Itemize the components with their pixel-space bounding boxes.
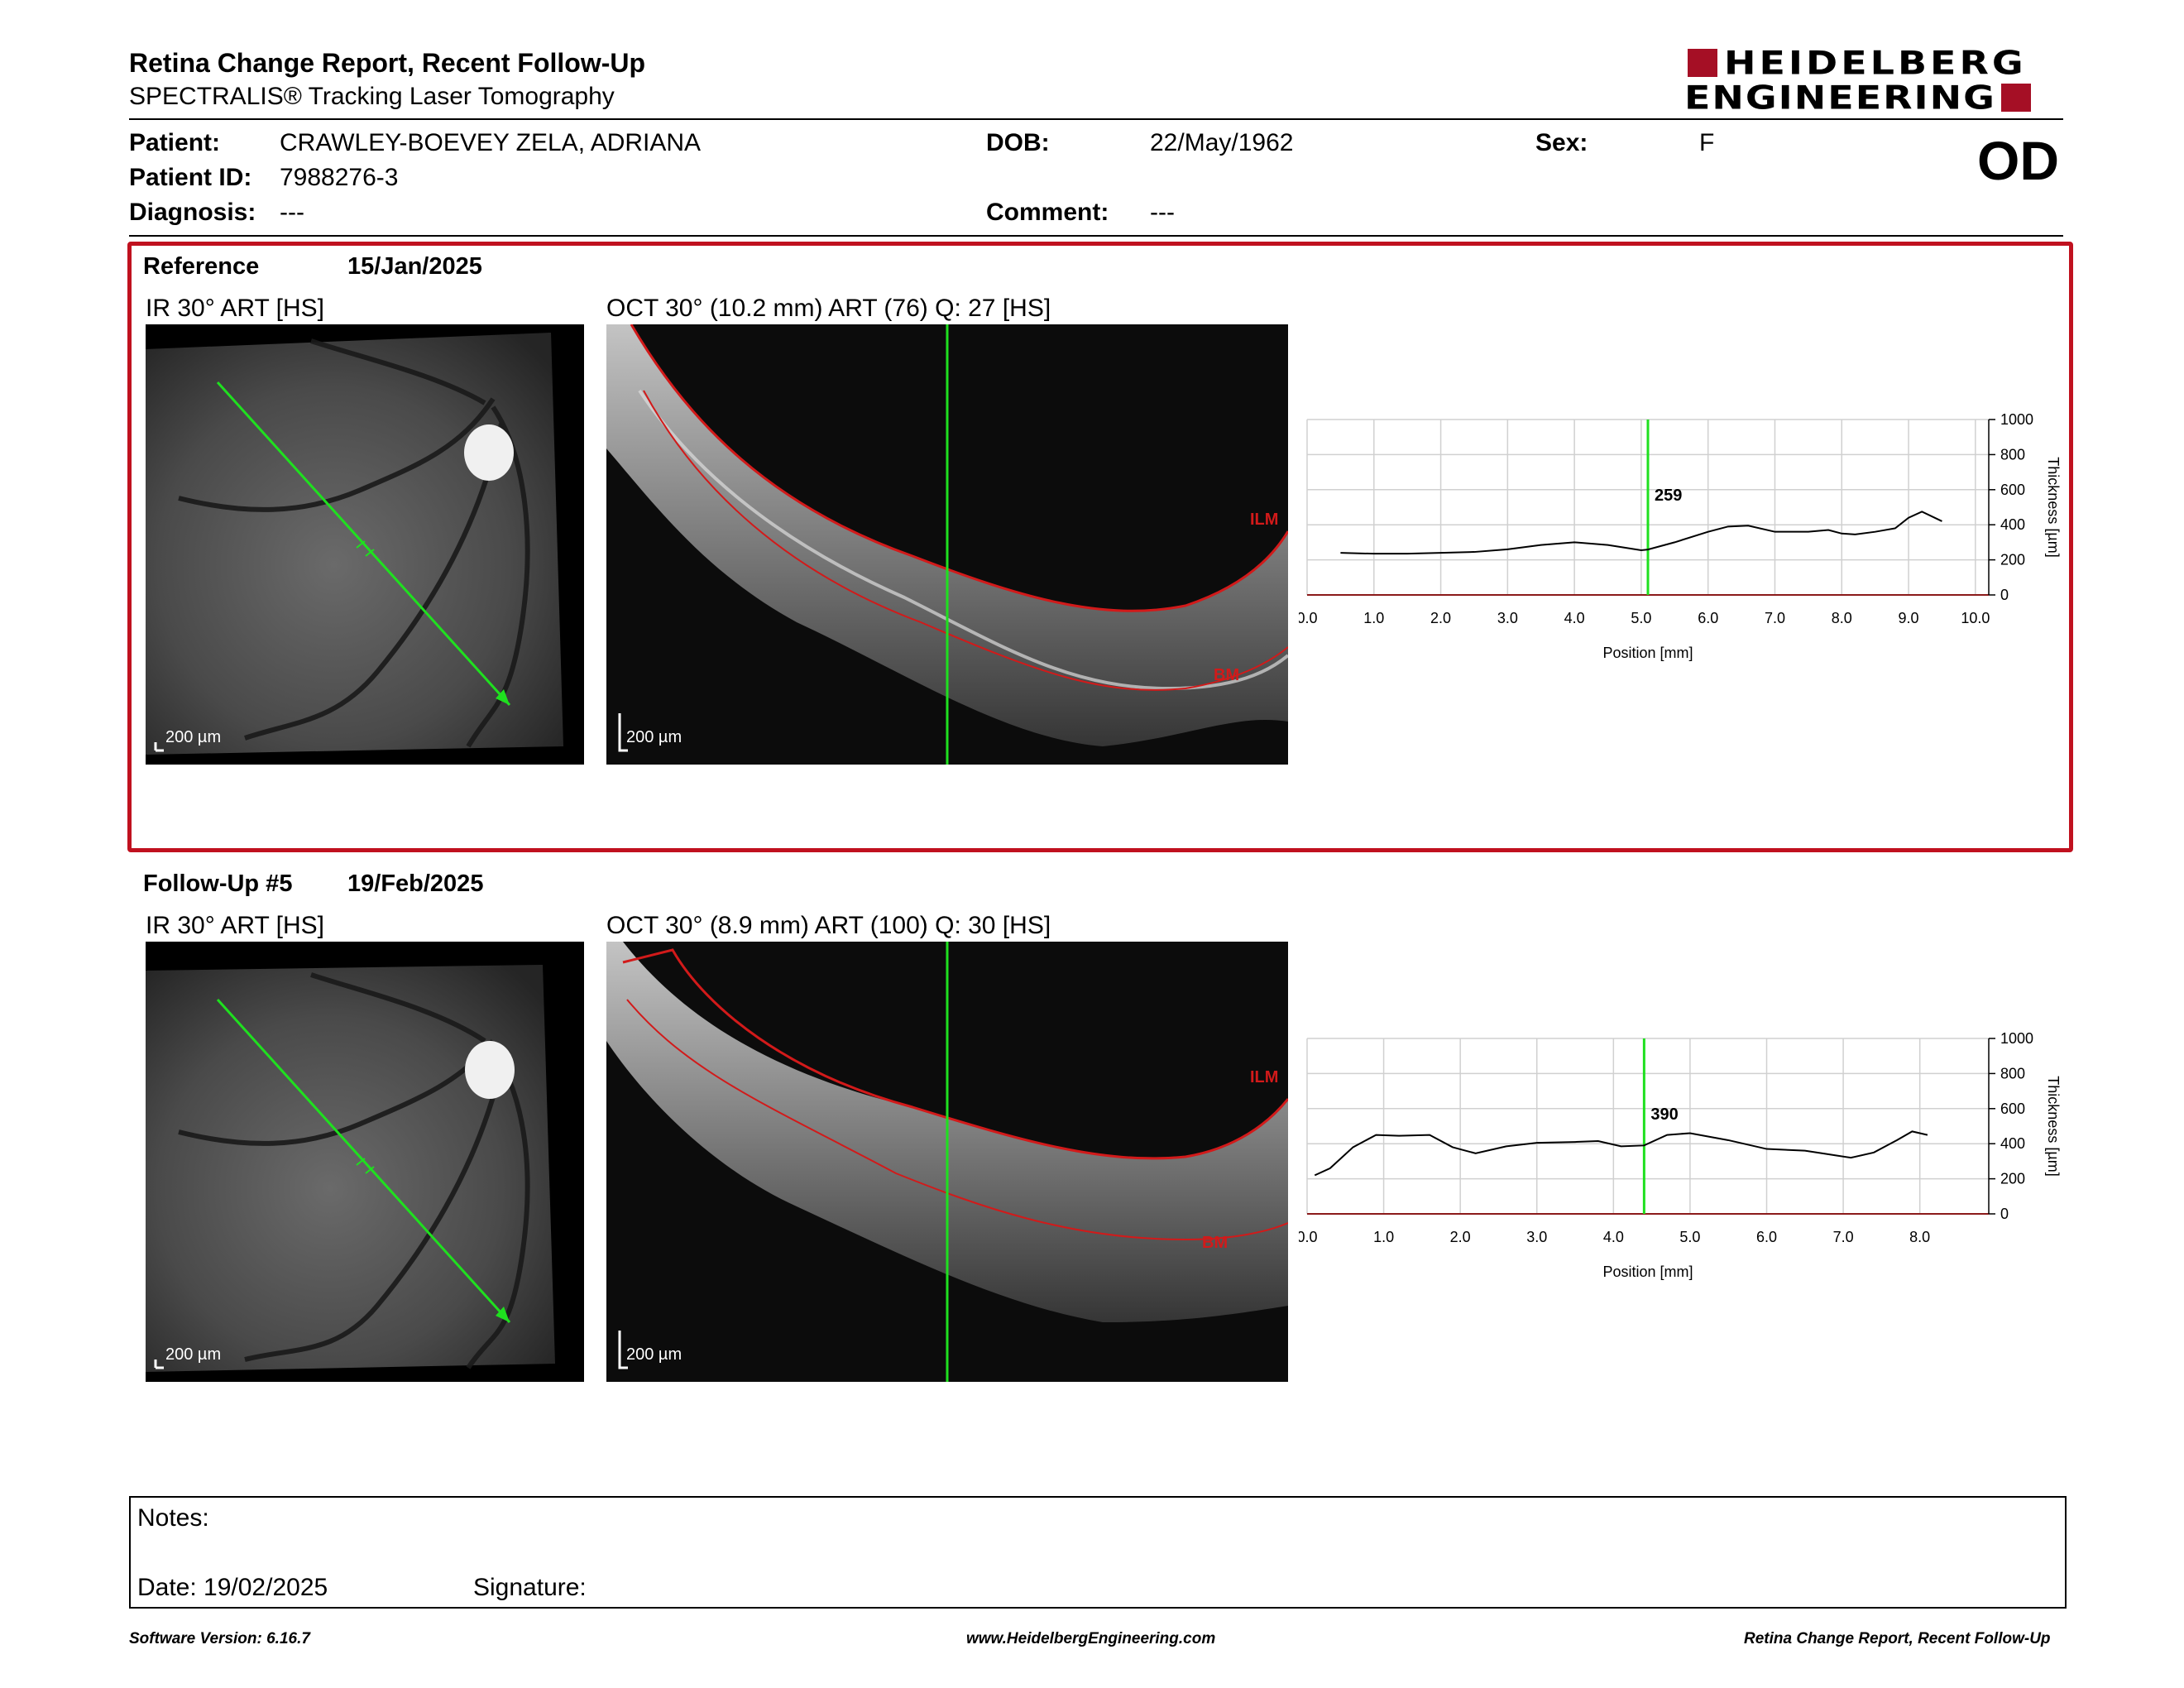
notes-box[interactable]: Notes: Date: 19/02/2025 Signature:: [129, 1496, 2067, 1609]
website-link[interactable]: www.HeidelbergEngineering.com: [966, 1630, 1216, 1647]
comment-label: Comment:: [986, 199, 1109, 226]
logo: HEIDELBERG: [1688, 46, 2027, 79]
reference-thickness-chart: 0.0 1.0 2.0 3.0 4.0 5.0 6.0 7.0 8.0 9.0 10.0 0 200 40…: [1299, 411, 2062, 661]
diagnosis-label: Diagnosis:: [129, 199, 256, 226]
marker-value-label: 259: [1655, 487, 1682, 505]
y-tick-label: 1000: [2000, 1030, 2033, 1047]
sex-label: Sex:: [1535, 129, 1588, 156]
y-tick-label: 200: [2000, 552, 2025, 568]
x-tick-label: 5.0: [1679, 1229, 1700, 1245]
eye-indicator: OD: [1977, 130, 2059, 191]
thickness-series-line: [1340, 511, 1942, 555]
x-tick-label: 6.0: [1698, 610, 1718, 626]
y-tick-label: 600: [2000, 1101, 2025, 1117]
y-tick-label: 0: [2000, 1206, 2009, 1222]
followup-thickness-chart: 0.0 1.0 2.0 3.0 4.0 5.0 6.0 7.0 8.0 0 200 400 600 800…: [1299, 1030, 2062, 1280]
software-version: Software Version: 6.16.7: [129, 1630, 310, 1647]
followup-ir-label: IR 30° ART [HS]: [146, 912, 324, 939]
reference-ir-image: 200 µm: [146, 324, 584, 765]
x-tick-label: 7.0: [1765, 610, 1785, 626]
x-tick-label: 8.0: [1909, 1229, 1930, 1245]
followup-oct-image: ILM BM 200 µm: [606, 942, 1288, 1382]
y-tick-label: 600: [2000, 482, 2025, 498]
x-tick-label: 4.0: [1603, 1229, 1624, 1245]
dob-label: DOB:: [986, 129, 1050, 156]
followup-bm-label: BM: [1202, 1234, 1228, 1252]
signature-field: Signature:: [473, 1574, 587, 1601]
logo-square-icon: [1688, 49, 1717, 77]
followup-label: Follow-Up #5: [143, 870, 293, 897]
followup-ir-image: 200 µm: [146, 942, 584, 1382]
report-title: Retina Change Report, Recent Follow-Up: [129, 48, 646, 78]
followup-ilm-label: ILM: [1250, 1068, 1278, 1086]
followup-date: 19/Feb/2025: [347, 870, 484, 897]
x-tick-label: 7.0: [1833, 1229, 1854, 1245]
comment-value: ---: [1150, 199, 1175, 226]
x-tick-label: 1.0: [1363, 610, 1384, 626]
logo-line1: HEIDELBERG: [1724, 44, 2027, 82]
reference-oct-scale: 200 µm: [626, 728, 682, 746]
x-tick-label: 4.0: [1564, 610, 1585, 626]
x-axis-label: Position [mm]: [1602, 645, 1693, 661]
x-tick-label: 8.0: [1832, 610, 1852, 626]
y-tick-label: 400: [2000, 516, 2025, 533]
report-subtitle: SPECTRALIS® Tracking Laser Tomography: [129, 83, 615, 110]
date-field: Date: 19/02/2025: [137, 1574, 328, 1601]
x-tick-label: 3.0: [1526, 1229, 1547, 1245]
thickness-series-line: [1314, 1130, 1928, 1177]
x-axis-label: Position [mm]: [1602, 1264, 1693, 1280]
diagnosis-value: ---: [280, 199, 304, 226]
logo-square2-icon: [2000, 84, 2031, 112]
x-tick-label: 3.0: [1497, 610, 1518, 626]
x-tick-label: 10.0: [1961, 610, 1990, 626]
x-tick-label: 0.0: [1299, 1229, 1318, 1245]
logo-row2: ENGINEERING: [1684, 81, 2031, 114]
y-tick-label: 0: [2000, 587, 2009, 603]
x-tick-label: 6.0: [1756, 1229, 1777, 1245]
y-axis-label: Thickness [µm]: [2045, 1076, 2062, 1176]
patient-divider: [129, 235, 2063, 237]
y-tick-label: 400: [2000, 1135, 2025, 1152]
patient-name: CRAWLEY-BOEVEY ZELA, ADRIANA: [280, 129, 702, 156]
sex-value: F: [1699, 129, 1715, 156]
x-tick-label: 5.0: [1631, 610, 1651, 626]
x-tick-label: 9.0: [1899, 610, 1919, 626]
notes-label: Notes:: [137, 1504, 209, 1532]
y-axis-label: Thickness [µm]: [2045, 457, 2062, 557]
patient-label: Patient:: [129, 129, 221, 156]
reference-bm-label: BM: [1214, 666, 1239, 684]
x-tick-label: 0.0: [1299, 610, 1318, 626]
reference-date: 15/Jan/2025: [347, 253, 482, 280]
x-tick-label: 1.0: [1373, 1229, 1394, 1245]
reference-label: Reference: [143, 253, 260, 280]
y-tick-label: 800: [2000, 446, 2025, 463]
y-tick-label: 800: [2000, 1065, 2025, 1081]
x-tick-label: 2.0: [1450, 1229, 1471, 1245]
reference-ilm-label: ILM: [1250, 511, 1278, 529]
dob-value: 22/May/1962: [1150, 129, 1294, 156]
followup-oct-label: OCT 30° (8.9 mm) ART (100) Q: 30 [HS]: [606, 912, 1051, 939]
patient-id-label: Patient ID:: [129, 164, 252, 191]
followup-oct-scale: 200 µm: [626, 1345, 682, 1364]
footer-report-name: Retina Change Report, Recent Follow-Up: [1744, 1630, 2051, 1647]
reference-oct-label: OCT 30° (10.2 mm) ART (76) Q: 27 [HS]: [606, 295, 1051, 322]
reference-frame: [127, 242, 2073, 852]
reference-oct-image: ILM BM 200 µm: [606, 324, 1288, 765]
followup-ir-scale: 200 µm: [165, 1345, 222, 1364]
reference-ir-label: IR 30° ART [HS]: [146, 295, 324, 322]
logo-line2: ENGINEERING: [1684, 79, 1996, 117]
x-tick-label: 2.0: [1430, 610, 1451, 626]
marker-value-label: 390: [1650, 1105, 1678, 1124]
header-divider: [129, 118, 2063, 120]
y-tick-label: 200: [2000, 1171, 2025, 1187]
y-tick-label: 1000: [2000, 411, 2033, 428]
patient-id-value: 7988276-3: [280, 164, 399, 191]
reference-ir-scale: 200 µm: [165, 728, 222, 746]
